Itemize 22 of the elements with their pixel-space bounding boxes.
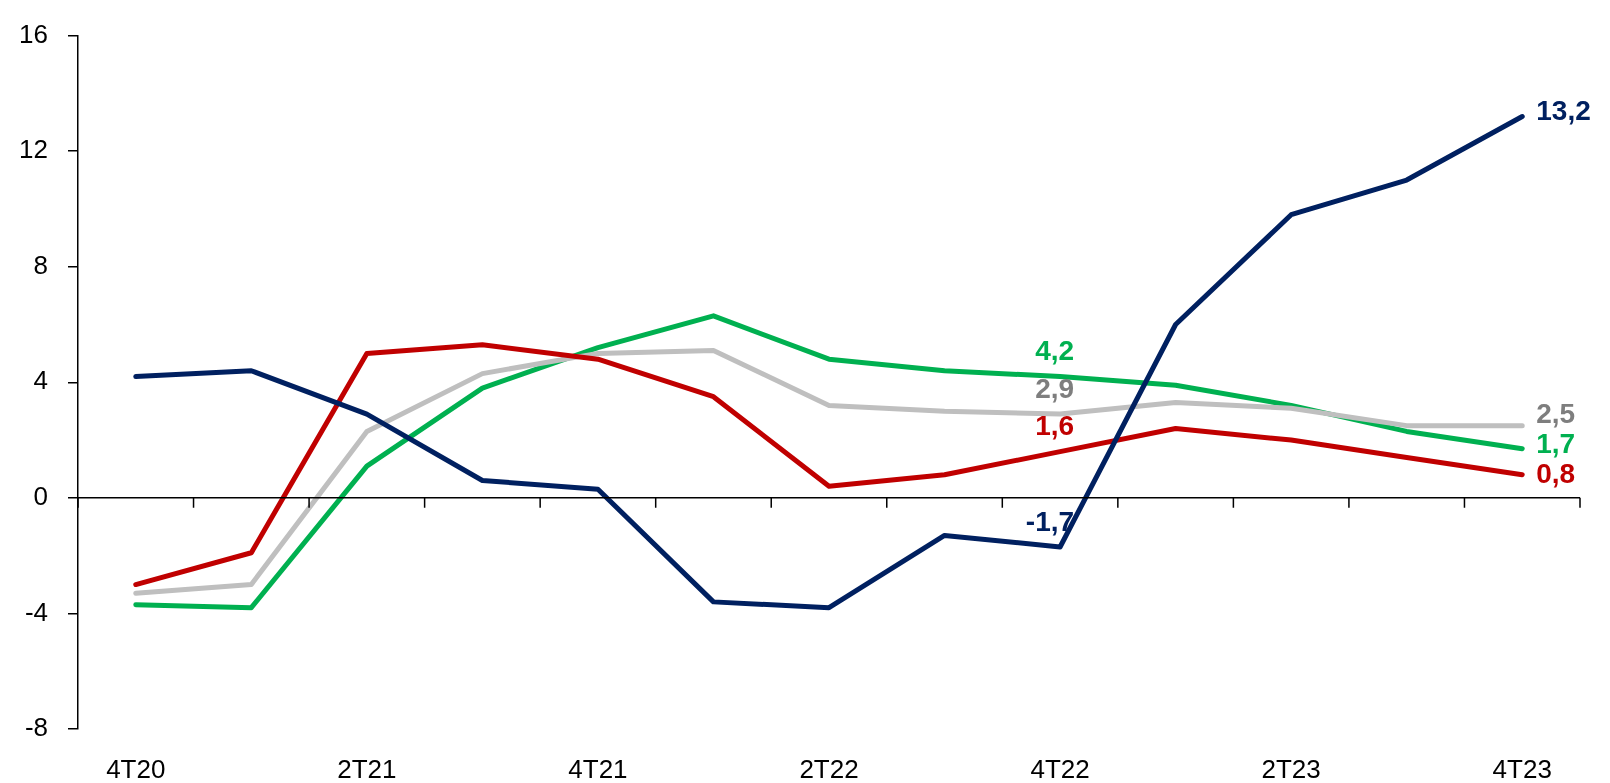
x-tick-label: 2T22: [799, 753, 859, 783]
data-label: 0,8: [1536, 458, 1576, 490]
y-tick-label: 16: [19, 18, 48, 49]
y-tick-label: -8: [24, 712, 48, 743]
x-tick-label: 4T20: [106, 753, 166, 783]
data-label: -1,7: [1025, 505, 1075, 537]
y-tick-label: -4: [24, 596, 48, 627]
data-label: 2,9: [1035, 372, 1075, 404]
data-label: 13,2: [1536, 95, 1591, 127]
y-tick-label: 4: [33, 365, 48, 396]
data-label: 1,6: [1035, 410, 1075, 442]
x-tick-label: 4T23: [1492, 753, 1552, 783]
x-tick-label: 4T22: [1030, 753, 1090, 783]
x-tick-label: 2T21: [337, 753, 397, 783]
y-tick-label: 8: [33, 249, 48, 280]
data-label: 2,5: [1536, 398, 1576, 430]
data-label: 4,2: [1035, 335, 1075, 367]
x-tick-label: 2T23: [1261, 753, 1321, 783]
x-tick-label: 4T21: [568, 753, 628, 783]
y-tick-label: 12: [19, 134, 48, 165]
y-tick-label: 0: [33, 481, 48, 512]
data-label: 1,7: [1536, 428, 1576, 460]
